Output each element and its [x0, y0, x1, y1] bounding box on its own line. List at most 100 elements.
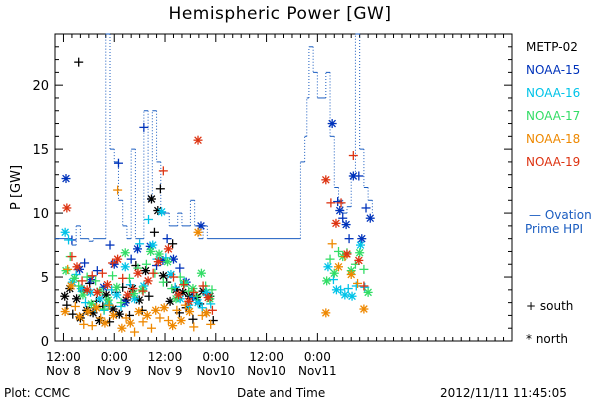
marker-noaa-18 — [63, 264, 73, 274]
x-tick-label-time: 0:00 — [304, 350, 331, 364]
legend-item-metp-02: METP-02 — [526, 40, 578, 54]
legend-item-noaa-16: NOAA-16 — [526, 86, 581, 100]
x-tick-label-time: 12:00 — [249, 350, 284, 364]
marker-noaa-17 — [207, 285, 217, 295]
marker-noaa-19 — [207, 305, 217, 315]
marker-noaa-18 — [83, 307, 93, 317]
marker-noaa-18 — [359, 304, 369, 314]
marker-noaa-17 — [82, 272, 92, 282]
marker-noaa-19 — [138, 286, 148, 296]
legend-item-noaa-17: NOAA-17 — [526, 109, 581, 123]
marker-noaa-16 — [323, 262, 333, 272]
marker-noaa-19 — [97, 268, 107, 278]
marker-noaa-19 — [108, 258, 118, 268]
marker-noaa-17 — [196, 268, 206, 278]
marker-noaa-16 — [328, 275, 338, 285]
chart-title: Hemispheric Power [GW] — [168, 4, 392, 24]
marker-noaa-19 — [203, 293, 213, 303]
marker-noaa-15 — [365, 213, 375, 223]
marker-metp-02 — [74, 57, 84, 67]
marker-metp-02 — [149, 227, 159, 237]
x-tick-label-date: Nov 8 — [46, 364, 81, 378]
marker-noaa-18 — [189, 322, 199, 332]
x-tick-label-time: 0:00 — [101, 350, 128, 364]
marker-noaa-19 — [113, 254, 123, 264]
marker-noaa-19 — [118, 273, 128, 283]
marker-noaa-16 — [197, 303, 207, 313]
marker-noaa-17 — [158, 277, 168, 287]
marker-noaa-18 — [79, 319, 89, 329]
legend-south-symbol: + south — [526, 299, 574, 313]
marker-metp-02 — [168, 239, 178, 249]
marker-noaa-18 — [168, 321, 178, 331]
marker-noaa-18 — [172, 305, 182, 315]
x-tick-label-date: Nov 9 — [148, 364, 183, 378]
marker-noaa-16 — [64, 235, 74, 245]
footer-timestamp: 2012/11/11 11:45:05 — [440, 386, 567, 400]
marker-noaa-17 — [355, 248, 365, 258]
marker-noaa-16 — [340, 290, 350, 300]
marker-metp-02 — [72, 294, 82, 304]
marker-noaa-19 — [102, 280, 112, 290]
marker-noaa-17 — [74, 281, 84, 291]
marker-noaa-18 — [193, 227, 203, 237]
marker-layer — [60, 57, 375, 337]
marker-noaa-18 — [117, 323, 127, 333]
marker-noaa-18 — [146, 323, 156, 333]
marker-noaa-15 — [133, 244, 143, 254]
marker-noaa-19 — [168, 272, 178, 282]
marker-noaa-16 — [120, 262, 130, 272]
x-tick-label-time: 12:00 — [46, 350, 81, 364]
marker-noaa-17 — [69, 273, 79, 283]
marker-noaa-17 — [112, 282, 122, 292]
ovation-line-layer — [55, 33, 373, 246]
marker-noaa-18 — [185, 307, 195, 317]
marker-noaa-17 — [99, 304, 109, 314]
marker-noaa-18 — [176, 316, 186, 326]
x-tick-label-date: Nov10 — [247, 364, 286, 378]
y-tick-label: 20 — [32, 79, 49, 94]
marker-noaa-18 — [163, 316, 173, 326]
marker-noaa-18 — [155, 313, 165, 323]
marker-noaa-19 — [158, 166, 168, 176]
x-tick-label-time: 12:00 — [148, 350, 183, 364]
marker-noaa-19 — [179, 280, 189, 290]
marker-noaa-19 — [174, 290, 184, 300]
marker-noaa-19 — [189, 287, 199, 297]
marker-noaa-16 — [80, 298, 90, 308]
marker-noaa-18 — [353, 278, 363, 288]
marker-noaa-19 — [321, 175, 331, 185]
marker-noaa-18 — [125, 318, 135, 328]
marker-noaa-15 — [338, 213, 348, 223]
marker-noaa-15 — [335, 206, 345, 216]
marker-noaa-19 — [133, 268, 143, 278]
x-tick-label-date: Nov10 — [196, 364, 235, 378]
marker-noaa-16 — [343, 284, 353, 294]
marker-noaa-19 — [72, 262, 82, 272]
marker-noaa-15 — [126, 254, 136, 264]
legend-item-noaa-15: NOAA-15 — [526, 63, 581, 77]
marker-noaa-18 — [159, 303, 169, 313]
marker-noaa-19 — [92, 287, 102, 297]
marker-noaa-15 — [361, 203, 371, 213]
ovation-label-line1: — Ovation — [529, 208, 592, 222]
marker-noaa-19 — [326, 198, 336, 208]
marker-noaa-18 — [60, 307, 70, 317]
marker-noaa-15 — [92, 266, 102, 276]
marker-metp-02 — [165, 296, 175, 306]
marker-noaa-18 — [334, 262, 344, 272]
marker-noaa-18 — [113, 185, 123, 195]
marker-noaa-18 — [321, 308, 331, 318]
marker-noaa-19 — [87, 271, 97, 281]
marker-noaa-16 — [336, 285, 346, 295]
marker-noaa-18 — [142, 310, 152, 320]
marker-noaa-19 — [184, 296, 194, 306]
marker-noaa-15 — [354, 171, 364, 181]
marker-noaa-16 — [356, 240, 366, 250]
marker-noaa-18 — [121, 313, 131, 323]
marker-noaa-16 — [112, 290, 122, 300]
marker-noaa-19 — [354, 255, 364, 265]
marker-noaa-16 — [60, 227, 70, 237]
marker-noaa-19 — [331, 218, 341, 228]
